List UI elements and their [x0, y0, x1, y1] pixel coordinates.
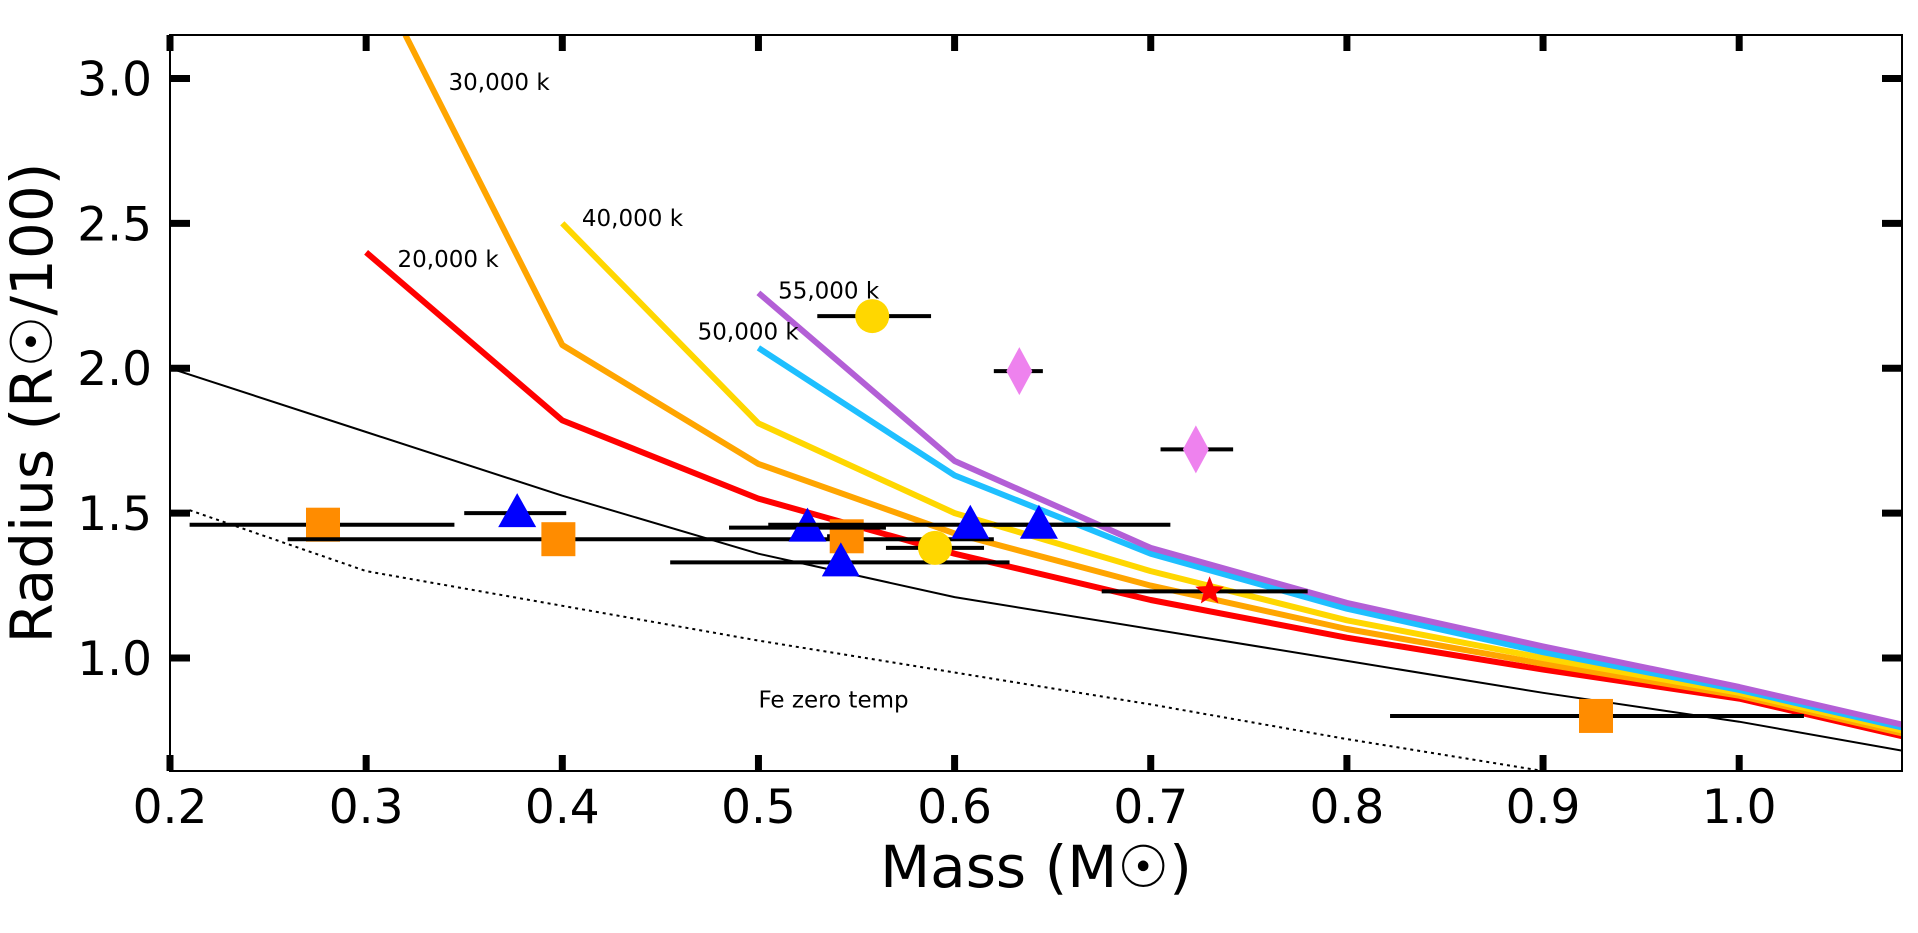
data-point-star-13	[1101, 576, 1308, 604]
x-tick-label: 0.6	[917, 780, 992, 835]
circle-marker	[917, 530, 952, 565]
x-tick-label: 0.2	[133, 780, 208, 835]
square-marker	[305, 507, 340, 542]
curves-layer	[170, 35, 1902, 771]
curve-zero-temp	[170, 367, 1902, 752]
x-tick-label: 0.8	[1310, 780, 1385, 835]
data-point-triangle-8	[993, 504, 1083, 539]
y-axis-label: Radius (R☉/100)	[0, 163, 66, 644]
y-tick-label: 2.5	[77, 197, 152, 252]
data-point-square-1	[287, 522, 994, 557]
diamond-marker	[1182, 425, 1209, 474]
data-point-triangle-7	[768, 504, 1171, 539]
axes-layer: 0.2 0.3 0.4 0.5 0.6 0.7 0.8 0.9 1.0 1.0 1.5 2.0 2.5 3…	[77, 35, 1902, 835]
x-tick-label: 1.0	[1702, 780, 1777, 835]
x-tick-label: 0.3	[329, 780, 404, 835]
annotation-20-000-k: 20,000 k	[398, 247, 500, 273]
data-point-square-3	[1390, 698, 1804, 733]
annotation-40-000-k: 40,000 k	[582, 206, 684, 232]
plot-frame	[169, 34, 1903, 772]
points-layer	[189, 299, 1804, 733]
diamond-marker	[1006, 347, 1033, 396]
triangle-marker	[1019, 504, 1058, 539]
y-tick-label: 3.0	[77, 52, 152, 107]
annotation-50-000-k: 50,000 k	[698, 319, 800, 345]
annotation-fe-zero-temp: Fe zero temp	[758, 687, 908, 713]
data-point-diamond-11	[993, 347, 1043, 396]
data-point-circle-9	[817, 299, 932, 334]
star-marker	[1195, 576, 1224, 604]
curve-40-000-k	[560, 221, 1902, 734]
data-point-circle-10	[885, 530, 985, 565]
x-tick-label: 0.4	[525, 780, 600, 835]
annotation-30-000-k: 30,000 k	[449, 70, 551, 96]
data-point-triangle-4	[464, 493, 567, 528]
data-point-triangle-6	[670, 542, 1010, 577]
y-tick-label: 1.5	[77, 487, 152, 542]
curve-20-000-k	[364, 250, 1902, 740]
curve-30-000-k	[402, 35, 1902, 737]
circle-marker	[855, 299, 890, 334]
x-tick-label: 0.9	[1506, 780, 1581, 835]
x-tick-label: 0.5	[721, 780, 796, 835]
square-marker	[541, 522, 576, 557]
triangle-marker	[951, 504, 990, 539]
annotations-layer: 30,000 k 40,000 k 20,000 k 55,000 k 50,000 k…	[398, 70, 909, 713]
data-point-diamond-12	[1160, 425, 1234, 474]
x-tick-label: 0.7	[1113, 780, 1188, 835]
triangle-marker	[821, 542, 860, 577]
triangle-marker	[498, 493, 537, 528]
annotation-55-000-k: 55,000 k	[778, 279, 880, 305]
curve-fe-zero-temp	[189, 509, 1544, 771]
y-tick-label: 1.0	[77, 632, 152, 687]
x-axis-label: Mass (M☉)	[880, 833, 1192, 901]
y-tick-label: 2.0	[77, 342, 152, 397]
data-point-square-0	[189, 507, 455, 542]
curve-55-000-k	[756, 290, 1902, 728]
square-marker	[1579, 698, 1614, 733]
